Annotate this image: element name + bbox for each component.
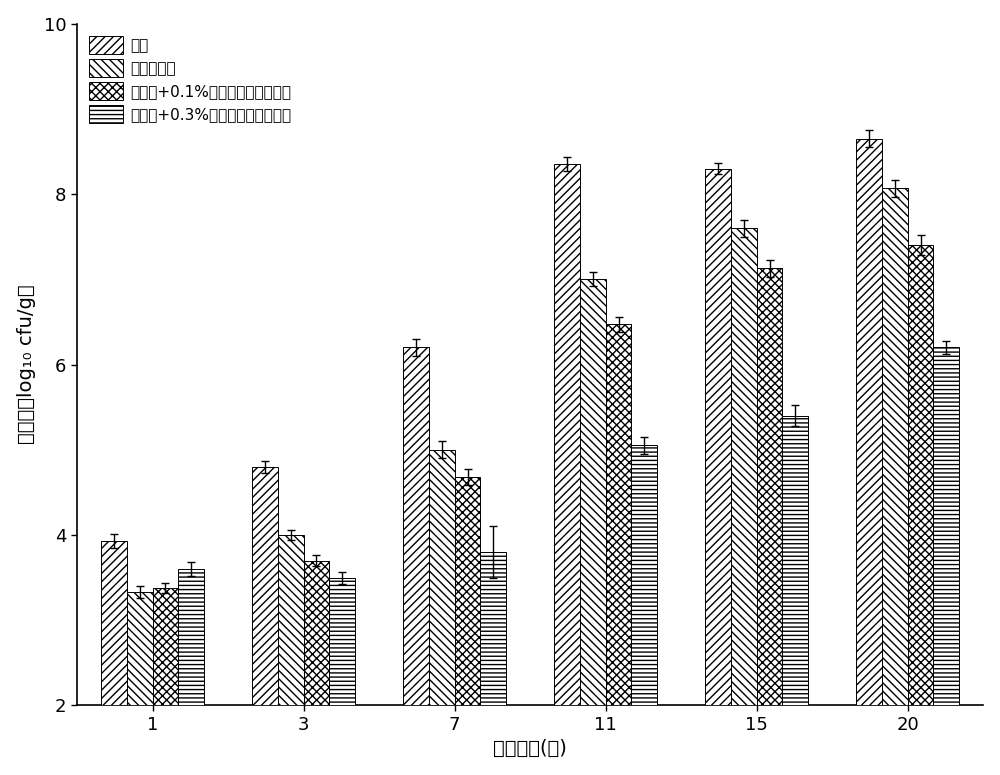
Bar xyxy=(705,168,731,705)
Legend: 对照, 壳聚糖涂膜, 壳聚糖+0.1%月桂酸单甘油酯涂膜, 壳聚糖+0.3%月桂酸单甘油酯涂膜: 对照, 壳聚糖涂膜, 壳聚糖+0.1%月桂酸单甘油酯涂膜, 壳聚糖+0.3%月桂… xyxy=(85,31,296,127)
Bar xyxy=(731,228,757,705)
Y-axis label: 嘻冷菌（log₁₀ cfu/g）: 嘻冷菌（log₁₀ cfu/g） xyxy=(17,284,36,444)
Bar xyxy=(606,325,631,705)
Bar xyxy=(631,446,657,705)
Bar xyxy=(455,477,480,705)
Bar xyxy=(757,268,782,705)
Bar xyxy=(908,245,933,705)
Bar xyxy=(882,188,908,705)
Bar xyxy=(856,139,882,705)
Bar xyxy=(429,449,455,705)
Bar xyxy=(101,541,127,705)
Bar xyxy=(252,467,278,705)
Bar xyxy=(178,569,204,705)
Bar xyxy=(580,279,606,705)
X-axis label: 贮藏时间(天): 贮藏时间(天) xyxy=(493,739,567,758)
Bar xyxy=(403,347,429,705)
Bar xyxy=(278,535,304,705)
Bar xyxy=(153,587,178,705)
Bar xyxy=(554,164,580,705)
Bar xyxy=(304,560,329,705)
Bar xyxy=(127,592,153,705)
Bar xyxy=(782,415,808,705)
Bar xyxy=(933,347,959,705)
Bar xyxy=(329,577,355,705)
Bar xyxy=(480,552,506,705)
